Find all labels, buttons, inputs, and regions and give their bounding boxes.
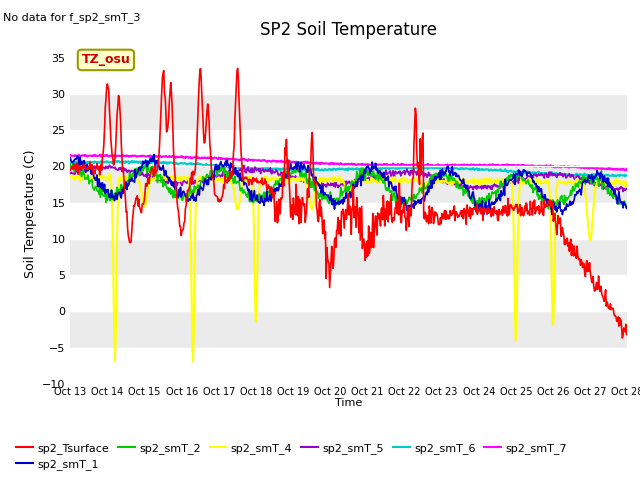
Text: No data for f_sp2_smT_3: No data for f_sp2_smT_3: [3, 12, 141, 23]
Legend: sp2_Tsurface, sp2_smT_1, sp2_smT_2, sp2_smT_4, sp2_smT_5, sp2_smT_6, sp2_smT_7: sp2_Tsurface, sp2_smT_1, sp2_smT_2, sp2_…: [12, 438, 572, 474]
Bar: [70, 312, 627, 348]
Bar: [70, 239, 627, 275]
Y-axis label: Soil Temperature (C): Soil Temperature (C): [24, 149, 36, 278]
X-axis label: Time: Time: [335, 398, 362, 408]
Bar: [70, 94, 627, 130]
Text: TZ_osu: TZ_osu: [81, 53, 131, 66]
Title: SP2 Soil Temperature: SP2 Soil Temperature: [260, 21, 437, 39]
Bar: [70, 167, 627, 203]
